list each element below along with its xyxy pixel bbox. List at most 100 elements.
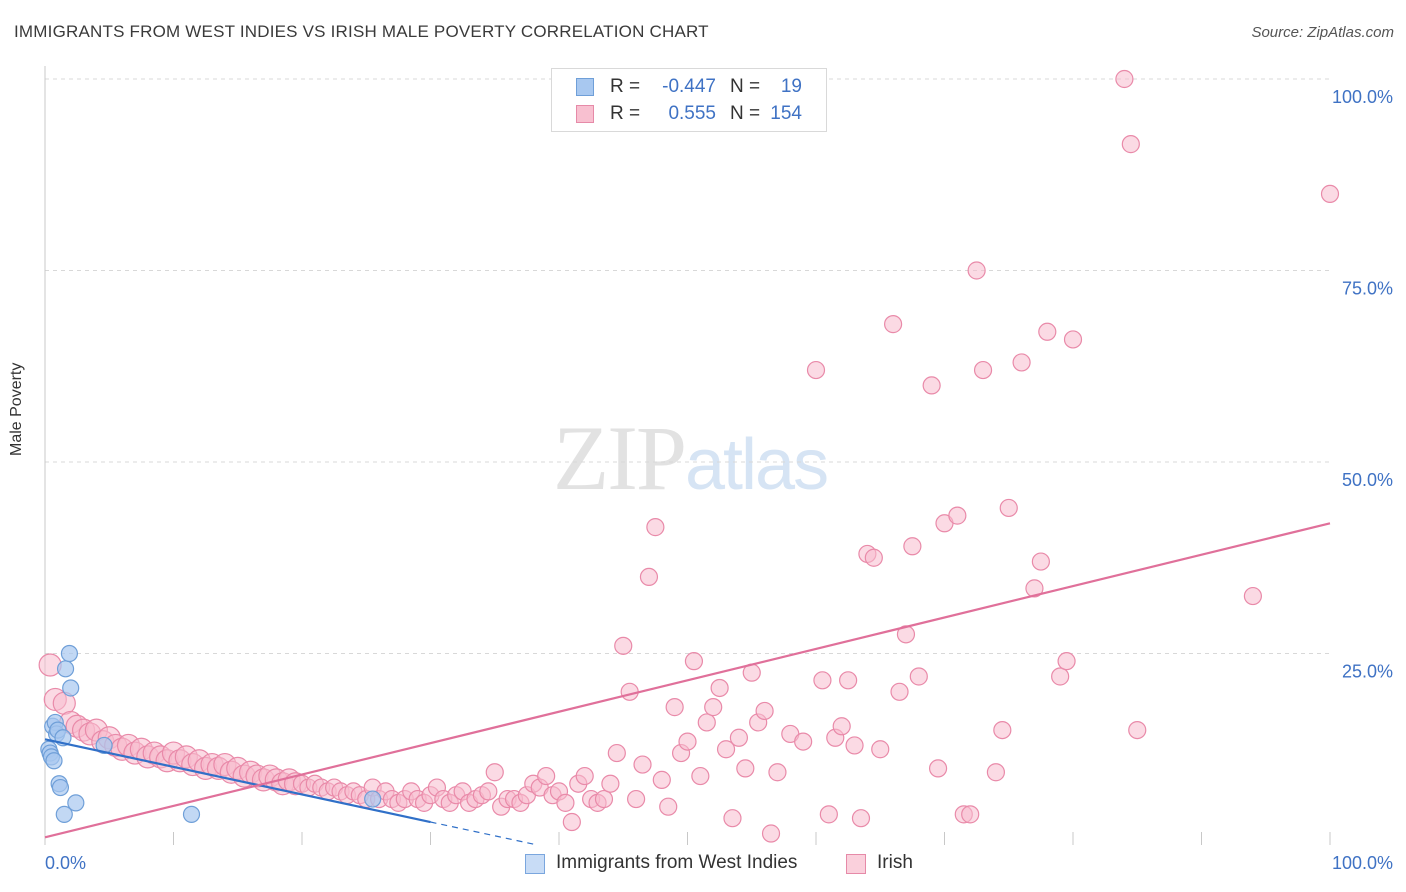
irish-point: [729, 728, 749, 747]
irish-point: [986, 763, 1006, 782]
legend-r-value: 0.555: [668, 103, 716, 124]
irish-point: [614, 636, 633, 655]
irish-point: [633, 755, 652, 774]
trend-lines: [44, 522, 1331, 845]
west-indies-point: [182, 805, 201, 823]
legend-r-label: R =: [610, 76, 641, 97]
irish-point: [704, 698, 723, 717]
irish-point: [1012, 353, 1031, 372]
irish-point: [922, 376, 941, 395]
irish-point: [691, 766, 710, 786]
x-tick-label-max: 100.0%: [1332, 853, 1393, 873]
legend-n-value: 154: [770, 103, 802, 124]
irish-point: [678, 732, 697, 751]
irish-point: [909, 667, 928, 686]
irish-point: [639, 567, 659, 587]
watermark-zip: ZIP: [553, 407, 687, 509]
axes: [44, 66, 1331, 845]
irish-point: [575, 766, 594, 786]
irish-point: [479, 782, 498, 801]
irish-point: [607, 743, 626, 763]
legend-row-west-indies: R = -0.447 N = 19: [552, 74, 826, 100]
correlation-legend: R = -0.447 N = 19 R = 0.555 N = 154: [551, 68, 827, 132]
y-axis-label: Male Poverty: [8, 362, 25, 456]
irish-point: [1320, 184, 1340, 203]
irish-point: [845, 736, 864, 755]
y-tick-label: 25.0%: [1342, 662, 1393, 682]
irish-point: [967, 261, 986, 280]
irish-point: [601, 774, 620, 793]
irish-point: [1031, 552, 1050, 571]
bottom-legend-label-irish: Irish: [877, 852, 913, 873]
y-tick-label: 100.0%: [1332, 87, 1393, 107]
west-indies-point: [364, 790, 382, 808]
irish-point: [594, 789, 614, 809]
legend-n-value: 19: [780, 76, 802, 97]
irish-point: [1057, 652, 1076, 671]
legend-swatch-west-indies: [576, 78, 594, 96]
irish-point: [646, 518, 665, 537]
irish-point: [1063, 330, 1083, 349]
irish-point: [652, 770, 671, 789]
irish-trend-line: [44, 522, 1331, 839]
irish-point: [1025, 579, 1044, 598]
irish-point: [684, 652, 704, 671]
west-indies-trend-line: [44, 738, 431, 824]
irish-point: [716, 740, 736, 759]
irish-point: [948, 506, 967, 525]
irish-point: [620, 682, 639, 701]
legend-n-label: N =: [730, 76, 761, 97]
irish-point: [697, 713, 716, 732]
irish-point: [537, 766, 556, 786]
irish-point: [761, 824, 781, 843]
y-tick-label: 75.0%: [1342, 279, 1393, 299]
irish-point: [806, 360, 826, 380]
irish-point: [665, 698, 684, 717]
irish-point: [1115, 69, 1134, 89]
irish-point: [903, 537, 922, 556]
source-note: Source: ZipAtlas.com: [1251, 24, 1394, 41]
west-indies-point: [60, 644, 79, 663]
irish-point: [890, 682, 909, 701]
irish-point: [1121, 135, 1140, 154]
west-indies-point: [45, 752, 63, 770]
irish-point: [999, 498, 1018, 518]
x-tick-label-min: 0.0%: [45, 853, 86, 873]
irish-point: [851, 809, 871, 828]
irish-point: [928, 759, 948, 778]
irish-point: [973, 360, 993, 380]
west-indies-point: [56, 660, 75, 678]
legend-swatch-irish: [576, 105, 594, 123]
legend-r-label: R =: [610, 103, 641, 124]
irish-point: [813, 671, 832, 690]
legend-n-label: N =: [730, 103, 761, 124]
irish-point: [556, 793, 575, 812]
bottom-legend-swatch-west-indies: [525, 854, 545, 874]
irish-point: [485, 763, 504, 782]
bottom-legend-swatch-irish: [846, 854, 866, 874]
irish-point: [723, 809, 742, 828]
irish-point: [1243, 586, 1263, 606]
y-tick-label: 50.0%: [1342, 470, 1393, 490]
irish-point: [626, 789, 646, 809]
irish-point: [1038, 322, 1057, 341]
chart-title: IMMIGRANTS FROM WEST INDIES VS IRISH MAL…: [14, 22, 709, 41]
irish-point: [768, 763, 787, 782]
legend-r-value: -0.447: [662, 76, 716, 97]
irish-point: [839, 671, 858, 690]
watermark-atlas: atlas: [685, 425, 829, 505]
irish-point: [659, 797, 678, 816]
bottom-legend-label-west-indies: Immigrants from West Indies: [556, 852, 798, 873]
irish-point: [864, 548, 883, 567]
irish-point: [736, 759, 755, 778]
irish-points: [38, 69, 1340, 843]
irish-point: [1051, 667, 1070, 686]
irish-point: [883, 315, 903, 334]
west-indies-point: [51, 778, 70, 797]
irish-point: [794, 732, 813, 751]
tick-labels: 25.0% 50.0% 75.0% 100.0% 0.0% 100.0%: [45, 87, 1393, 873]
irish-point: [38, 653, 62, 677]
west-indies-point: [67, 794, 85, 812]
watermark: ZIPatlas: [553, 405, 829, 511]
